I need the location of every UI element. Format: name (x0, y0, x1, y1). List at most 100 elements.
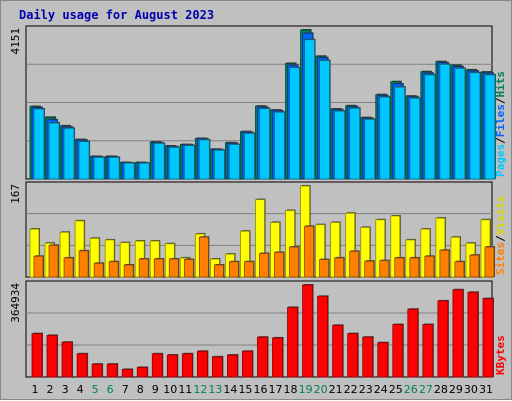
bar-sites-day-15 (244, 261, 254, 278)
bar-pages-day-10 (168, 147, 180, 180)
day-label-13: 13 (208, 383, 222, 396)
bar-sites-day-8 (138, 258, 149, 278)
day-label-3: 3 (62, 383, 69, 396)
day-label-6: 6 (107, 383, 114, 396)
day-label-12: 12 (193, 383, 207, 396)
bar-pages-day-7 (123, 162, 135, 180)
day-label-22: 22 (344, 383, 358, 396)
bar-pages-day-14 (229, 144, 240, 180)
bar-pages-day-9 (153, 143, 165, 180)
day-label-28: 28 (434, 383, 448, 396)
bar-sites-day-22 (349, 250, 360, 278)
bar-sites-day-13 (213, 264, 224, 278)
bar-kbytes-day-10 (166, 354, 178, 378)
bar-pages-day-30 (469, 72, 481, 180)
bar-sites-day-18 (289, 246, 299, 278)
bar-kbytes-day-8 (136, 367, 148, 378)
bar-sites-day-11 (183, 259, 194, 278)
bar-pages-day-5 (93, 157, 105, 180)
day-label-26: 26 (404, 383, 418, 396)
bar-pages-day-22 (349, 107, 361, 180)
legend-hits-files-pages: Pages/Files/Hits (494, 71, 507, 177)
bar-pages-day-24 (379, 96, 391, 180)
bar-pages-day-15 (244, 133, 255, 180)
bar-sites-day-29 (454, 261, 465, 278)
day-label-31: 31 (479, 383, 493, 396)
bar-sites-day-17 (274, 252, 284, 278)
bar-pages-day-29 (454, 68, 466, 180)
bar-sites-day-24 (379, 260, 390, 278)
day-label-29: 29 (449, 383, 463, 396)
day-label-2: 2 (47, 383, 54, 396)
bar-pages-day-21 (334, 110, 346, 180)
bar-sites-day-20 (319, 259, 330, 278)
y-max-label: 167 (9, 184, 22, 204)
bar-kbytes-day-16 (257, 336, 268, 378)
day-label-9: 9 (152, 383, 159, 396)
day-label-10: 10 (163, 383, 177, 396)
bar-pages-day-26 (409, 97, 421, 180)
day-label-25: 25 (389, 383, 403, 396)
bar-pages-day-19 (304, 39, 315, 180)
bar-kbytes-day-26 (407, 308, 419, 378)
bar-pages-day-18 (289, 67, 300, 180)
day-label-14: 14 (223, 383, 237, 396)
bar-pages-day-28 (439, 64, 451, 180)
bar-kbytes-day-4 (76, 353, 88, 378)
bar-kbytes-day-1 (31, 333, 43, 378)
day-label-21: 21 (329, 383, 343, 396)
bar-kbytes-day-2 (46, 335, 58, 378)
bar-sites-day-5 (93, 262, 104, 278)
day-label-8: 8 (137, 383, 144, 396)
bar-kbytes-day-13 (211, 356, 223, 378)
legend-item: / (494, 235, 507, 242)
legend-item: Sites (494, 242, 507, 275)
day-label-7: 7 (122, 383, 129, 396)
bar-pages-day-3 (63, 127, 75, 180)
bar-kbytes-day-27 (422, 324, 434, 378)
bar-kbytes-day-20 (317, 295, 329, 378)
legend-item: / (494, 97, 507, 104)
day-label-15: 15 (238, 383, 252, 396)
bar-sites-day-10 (168, 258, 179, 278)
bar-pages-day-11 (183, 145, 195, 180)
bar-sites-day-4 (78, 250, 89, 278)
bar-kbytes-day-9 (151, 353, 163, 378)
panel-visits-sites: 167 Sites/Visits (9, 181, 507, 278)
bar-kbytes-day-22 (347, 333, 359, 378)
legend-visits-sites: Sites/Visits (494, 196, 507, 276)
bar-kbytes-day-11 (181, 353, 193, 378)
legend-item: Visits (494, 196, 507, 236)
bar-kbytes-day-19 (302, 284, 313, 378)
bar-pages-day-27 (424, 74, 436, 180)
bar-sites-day-19 (304, 225, 314, 278)
bar-kbytes-day-18 (287, 307, 298, 378)
bar-sites-day-27 (424, 255, 435, 278)
day-label-19: 19 (299, 383, 313, 396)
bar-kbytes-day-14 (227, 354, 238, 378)
day-label-23: 23 (359, 383, 373, 396)
bar-sites-day-3 (63, 257, 74, 278)
bar-kbytes-day-25 (392, 324, 404, 378)
x-axis-labels: 1 2 3 4 5 6 7 8 9 10 11 12 13 14 15 16 17 18 19 20 21 22 23 24 2… (32, 383, 493, 396)
bar-kbytes-day-17 (272, 337, 283, 378)
chart-title: Daily usage for August 2023 (19, 8, 214, 22)
day-label-16: 16 (253, 383, 267, 396)
day-label-11: 11 (178, 383, 192, 396)
bar-kbytes-day-29 (452, 289, 464, 378)
y-max-label: 364934 (9, 283, 22, 323)
bar-sites-day-30 (469, 254, 480, 278)
bar-sites-day-25 (394, 257, 405, 278)
bar-kbytes-day-23 (362, 336, 374, 378)
bar-pages-day-4 (78, 141, 90, 180)
bar-sites-day-31 (484, 246, 495, 278)
bar-sites-day-23 (364, 260, 375, 278)
bar-sites-day-16 (259, 253, 269, 278)
bar-sites-day-2 (48, 244, 59, 278)
bar-kbytes-day-30 (467, 291, 479, 378)
legend-item: / (494, 137, 507, 144)
day-label-17: 17 (269, 383, 283, 396)
bar-pages-day-6 (108, 157, 120, 180)
